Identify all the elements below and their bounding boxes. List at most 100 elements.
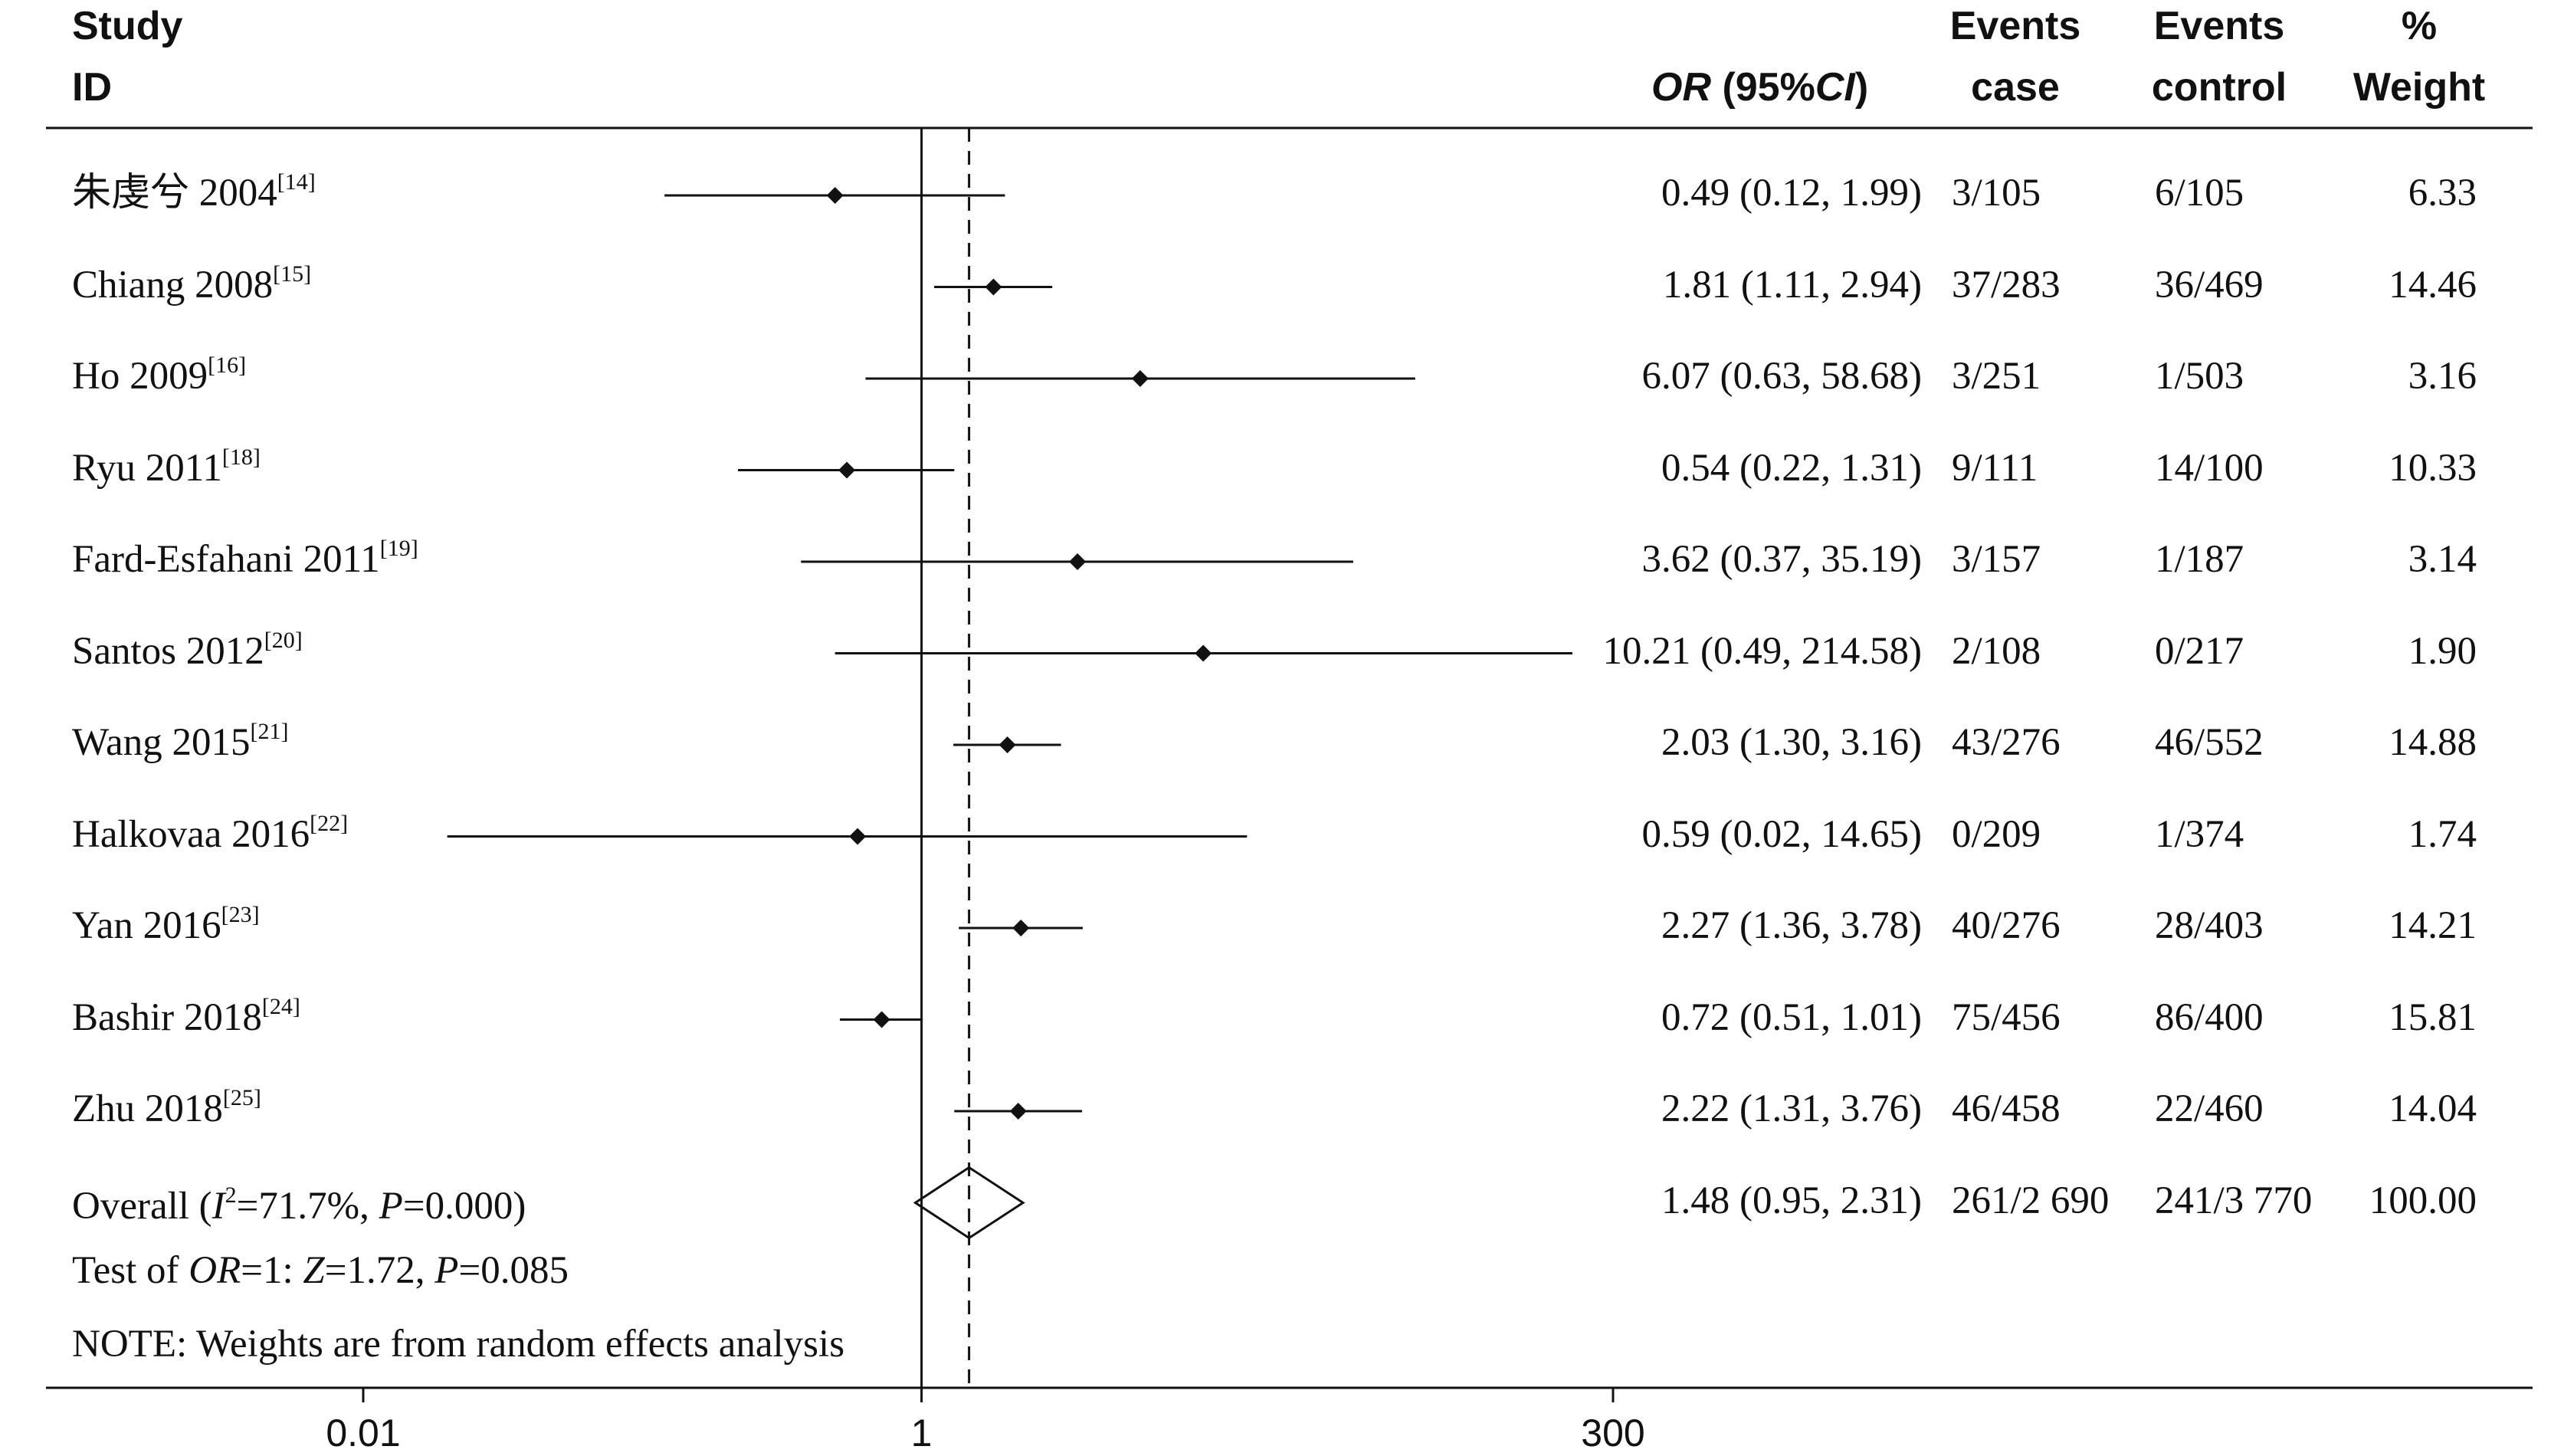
weights-note: NOTE: Weights are from random effects an… bbox=[72, 1323, 845, 1366]
test-prefix: Test of bbox=[72, 1249, 189, 1292]
events-case: 43/276 bbox=[1952, 721, 2061, 764]
study-name: Halkovaa 2016[22] bbox=[72, 812, 348, 856]
study-name-text: Yan 2016 bbox=[72, 904, 221, 947]
study-name-text: Santos 2012 bbox=[72, 629, 264, 673]
overall-weight: 100.00 bbox=[2369, 1179, 2477, 1222]
study-name-text: Fard-Esfahani 2011 bbox=[72, 538, 380, 581]
test-mid: =1: bbox=[241, 1249, 303, 1292]
or-ci-value: 2.03 (1.30, 3.16) bbox=[1661, 721, 1922, 764]
events-case: 37/283 bbox=[1952, 263, 2061, 307]
study-name: Yan 2016[23] bbox=[72, 903, 260, 947]
events-case: 9/111 bbox=[1952, 446, 2038, 490]
overall-heterogeneity: =71.7%, bbox=[236, 1185, 379, 1228]
events-control: 86/400 bbox=[2155, 995, 2264, 1039]
study-name-text: Ryu 2011 bbox=[72, 446, 222, 490]
study-name: Wang 2015[21] bbox=[72, 720, 288, 762]
x-tick-label: 0.01 bbox=[326, 1412, 401, 1454]
events-case: 3/157 bbox=[1952, 538, 2041, 581]
weight-value: 3.14 bbox=[2408, 538, 2477, 581]
study-name: Chiang 2008[15] bbox=[72, 262, 311, 307]
point-estimate bbox=[873, 1011, 890, 1028]
study-reference: [23] bbox=[221, 902, 260, 927]
header-ci-italic: CI bbox=[1815, 65, 1855, 110]
overall-diamond bbox=[913, 1166, 1025, 1240]
study-name: 朱虔兮 2004[14] bbox=[72, 171, 316, 215]
header-or-ci: OR (95%CI) bbox=[1651, 67, 1868, 107]
weight-value: 14.21 bbox=[2389, 904, 2477, 947]
study-reference: [16] bbox=[208, 353, 247, 378]
point-estimate bbox=[826, 187, 844, 204]
study-name-text: Halkovaa 2016 bbox=[72, 812, 310, 856]
point-estimate bbox=[838, 461, 856, 479]
or-ci-value: 0.72 (0.51, 1.01) bbox=[1661, 995, 1922, 1039]
study-reference: [18] bbox=[221, 444, 261, 470]
study-name: Ryu 2011[18] bbox=[72, 445, 261, 490]
overall-events-control: 241/3 770 bbox=[2155, 1179, 2313, 1222]
study-reference: [25] bbox=[222, 1085, 261, 1110]
or-ci-value: 0.54 (0.22, 1.31) bbox=[1661, 446, 1922, 490]
events-control: 22/460 bbox=[2155, 1087, 2264, 1130]
point-estimate bbox=[1195, 644, 1212, 662]
header-id: ID bbox=[72, 65, 112, 110]
header-or-italic: OR bbox=[1651, 65, 1711, 110]
header-or-suffix: (95% bbox=[1711, 65, 1815, 110]
overall-i-symbol: I bbox=[211, 1185, 225, 1228]
weight-value: 14.88 bbox=[2389, 721, 2477, 764]
weight-value: 15.81 bbox=[2389, 995, 2477, 1039]
events-control: 46/552 bbox=[2155, 721, 2264, 764]
or-ci-value: 10.21 (0.49, 214.58) bbox=[1602, 629, 1922, 673]
point-estimate bbox=[985, 278, 1002, 296]
study-reference: [21] bbox=[250, 719, 289, 744]
events-case: 3/251 bbox=[1952, 355, 2041, 398]
weight-value: 10.33 bbox=[2389, 446, 2477, 490]
events-case: 46/458 bbox=[1952, 1087, 2061, 1130]
events-control: 28/403 bbox=[2155, 904, 2264, 947]
weight-value: 1.90 bbox=[2408, 629, 2477, 673]
study-name: Ho 2009[16] bbox=[72, 354, 246, 396]
or-ci-value: 2.27 (1.36, 3.78) bbox=[1661, 904, 1922, 947]
header-case-2: case bbox=[1971, 65, 2060, 110]
weight-value: 6.33 bbox=[2408, 172, 2477, 215]
weight-value: 1.74 bbox=[2408, 812, 2477, 856]
point-estimate bbox=[1009, 1103, 1027, 1120]
or-ci-value: 1.81 (1.11, 2.94) bbox=[1662, 263, 1922, 307]
header-control-1: Events bbox=[2153, 4, 2285, 48]
events-case: 75/456 bbox=[1952, 995, 2061, 1039]
study-name-text: Bashir 2018 bbox=[72, 995, 262, 1039]
point-estimate bbox=[1069, 553, 1087, 570]
study-name: Zhu 2018[25] bbox=[72, 1087, 261, 1130]
events-case: 40/276 bbox=[1952, 904, 2061, 947]
or-ci-value: 2.22 (1.31, 3.76) bbox=[1661, 1087, 1922, 1130]
x-tick-label: 1 bbox=[910, 1412, 933, 1454]
study-name-text: Zhu 2018 bbox=[72, 1087, 223, 1130]
header-case-1: Events bbox=[1949, 4, 2081, 48]
study-reference: [24] bbox=[261, 993, 300, 1019]
weight-value: 14.46 bbox=[2389, 263, 2477, 307]
events-case: 3/105 bbox=[1952, 172, 2041, 215]
x-tick-label: 300 bbox=[1581, 1412, 1645, 1454]
study-name-text: Chiang 2008 bbox=[72, 263, 274, 307]
or-ci-value: 0.59 (0.02, 14.65) bbox=[1641, 812, 1922, 856]
x-axis-ticks bbox=[362, 1388, 1615, 1402]
events-case: 0/209 bbox=[1952, 812, 2041, 856]
events-control: 36/469 bbox=[2155, 263, 2264, 307]
study-reference: [22] bbox=[310, 810, 349, 836]
events-control: 6/105 bbox=[2155, 172, 2244, 215]
overall-p-symbol: P bbox=[379, 1185, 403, 1228]
study-marks bbox=[447, 187, 1572, 1120]
events-control: 14/100 bbox=[2155, 446, 2264, 490]
test-z-value: =1.72, bbox=[324, 1249, 435, 1292]
study-name-text: 朱虔兮 2004 bbox=[72, 172, 277, 215]
events-control: 1/187 bbox=[2155, 538, 2244, 581]
header-weight-1: % bbox=[2401, 4, 2438, 48]
test-z-symbol: Z bbox=[303, 1249, 325, 1292]
point-estimate bbox=[1012, 920, 1030, 936]
header-or-close: ) bbox=[1854, 65, 1869, 110]
or-ci-value: 6.07 (0.63, 58.68) bbox=[1641, 355, 1922, 398]
study-reference: [19] bbox=[379, 536, 418, 561]
study-reference: [20] bbox=[264, 627, 303, 653]
overall-prefix: Overall ( bbox=[72, 1185, 212, 1228]
events-control: 0/217 bbox=[2155, 629, 2244, 673]
study-reference: [14] bbox=[277, 169, 316, 195]
overall-label: Overall (I2=71.7%, P=0.000) bbox=[72, 1184, 526, 1228]
